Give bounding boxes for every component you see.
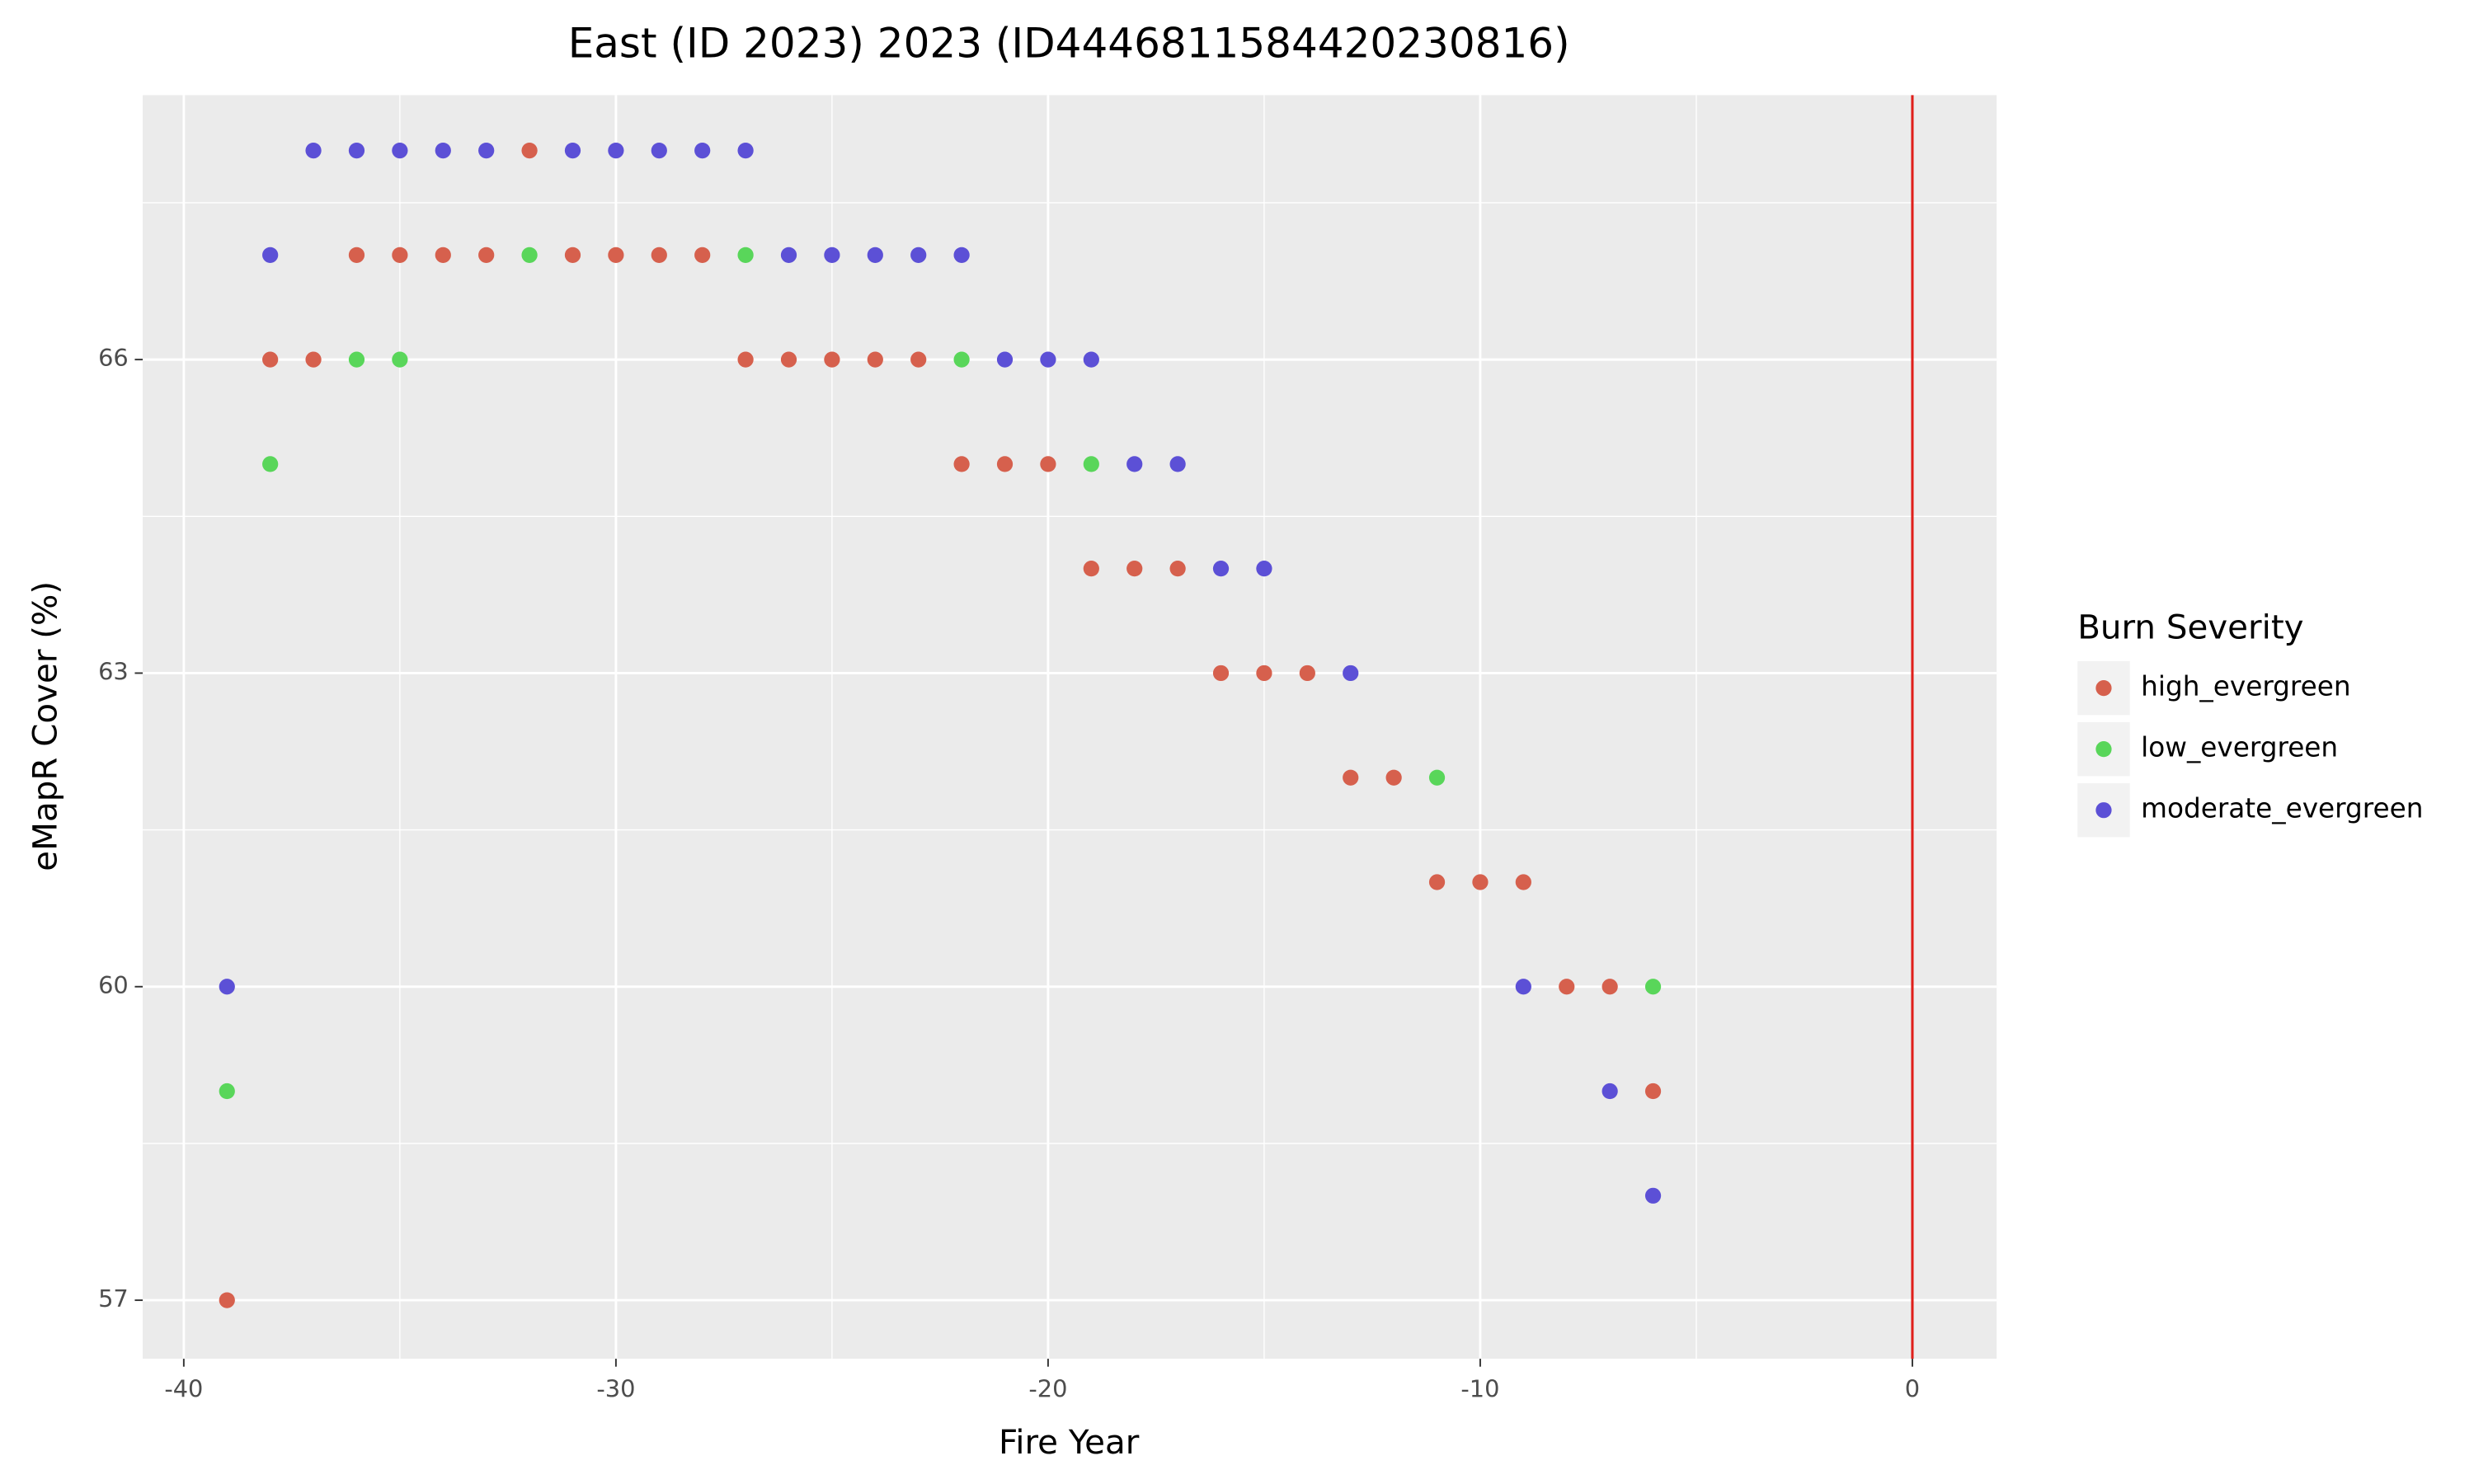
point [608,247,624,263]
point [1299,665,1315,682]
y-tick-label: 60 [98,971,129,999]
point [392,142,408,159]
point [737,351,754,368]
legend-swatch [2095,680,2112,697]
point [824,351,840,368]
chart-title: East (ID 2023) 2023 (ID44468115844202308… [568,19,1570,67]
point [348,142,365,159]
point [1644,979,1662,995]
point [953,351,970,368]
point [392,247,408,263]
point [564,142,581,159]
x-tick-label: -40 [164,1375,203,1403]
point [262,456,279,472]
point [737,142,754,159]
point [1515,874,1531,890]
point [348,247,365,263]
point [824,247,840,263]
point [262,247,279,263]
point [1212,561,1230,577]
point [1428,874,1446,890]
point [521,142,538,159]
x-tick-label: -20 [1028,1375,1067,1403]
point [651,247,667,263]
point [780,351,797,368]
legend-label: moderate_evergreen [2141,793,2423,824]
point [305,351,322,368]
legend-swatch [2095,802,2112,819]
point [1343,769,1359,786]
point [694,142,711,159]
point [1256,561,1272,577]
point [651,142,667,159]
point [392,351,408,368]
point [1644,1187,1662,1204]
point [1169,561,1186,577]
point [1083,561,1099,577]
point [780,247,797,263]
point [608,142,624,159]
point [262,351,279,368]
panel [143,95,1997,1360]
point [1602,1082,1618,1100]
point [1343,665,1359,682]
point [305,142,322,159]
point [737,247,754,263]
point [1472,874,1489,890]
point [953,247,970,263]
point [694,247,711,263]
y-tick-label: 63 [98,657,129,685]
x-axis-label: Fire Year [999,1423,1140,1462]
grid: -40 -30 -20 -10 0 57 60 63 66 [98,95,1997,1403]
point [478,247,495,263]
point [1040,351,1056,368]
point [1083,351,1099,368]
y-tick-label: 66 [98,344,129,372]
point [1385,769,1402,786]
point [219,1292,235,1308]
point [1559,979,1575,995]
point [435,142,451,159]
x-tick-label: -30 [596,1375,635,1403]
point [219,1082,235,1100]
point [521,247,538,263]
point [1126,456,1143,472]
point [1212,665,1230,682]
y-tick-label: 57 [98,1284,129,1313]
legend-title: Burn Severity [2077,608,2303,646]
point [1040,456,1056,472]
y-axis-label: eMapR Cover (%) [26,581,65,871]
x-tick-label: 0 [1905,1375,1920,1403]
point [996,456,1014,472]
point [1256,665,1272,682]
point [910,351,927,368]
point [996,351,1014,368]
point [953,456,970,472]
point [1515,979,1531,995]
marks [219,142,1662,1308]
point [564,247,581,263]
point [1644,1082,1662,1100]
legend-label: high_evergreen [2141,671,2350,702]
point [867,247,883,263]
legend-label: low_evergreen [2141,732,2338,763]
point [910,247,927,263]
point [478,142,495,159]
point [867,351,883,368]
x-tick-label: -10 [1460,1375,1499,1403]
point [348,351,365,368]
point [219,979,235,995]
legend: high_evergreen low_evergreen moderate_ever… [2077,660,2423,838]
point [1428,769,1446,786]
legend-swatch [2095,741,2112,758]
point [1602,979,1618,995]
point [1169,456,1186,472]
point [1083,456,1099,472]
point [1126,561,1143,577]
point [435,247,451,263]
